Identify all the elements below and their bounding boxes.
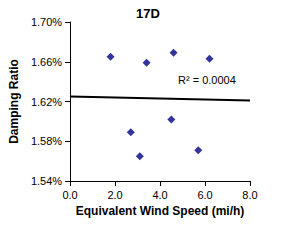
svg-text:Damping Ratio: Damping Ratio xyxy=(7,59,21,144)
svg-text:2.0: 2.0 xyxy=(107,189,122,201)
svg-text:Equivalent Wind Speed (mi/h): Equivalent Wind Speed (mi/h) xyxy=(76,204,245,218)
svg-text:0.0: 0.0 xyxy=(62,189,77,201)
svg-text:8.0: 8.0 xyxy=(242,189,257,201)
svg-text:6.0: 6.0 xyxy=(197,189,212,201)
svg-text:4.0: 4.0 xyxy=(152,189,167,201)
svg-text:17D: 17D xyxy=(136,6,160,21)
svg-text:1.54%: 1.54% xyxy=(31,175,62,187)
svg-text:R² = 0.0004: R² = 0.0004 xyxy=(178,74,236,86)
svg-text:1.62%: 1.62% xyxy=(31,96,62,108)
svg-text:1.58%: 1.58% xyxy=(31,135,62,147)
svg-text:1.70%: 1.70% xyxy=(31,16,62,28)
svg-text:1.66%: 1.66% xyxy=(31,56,62,68)
